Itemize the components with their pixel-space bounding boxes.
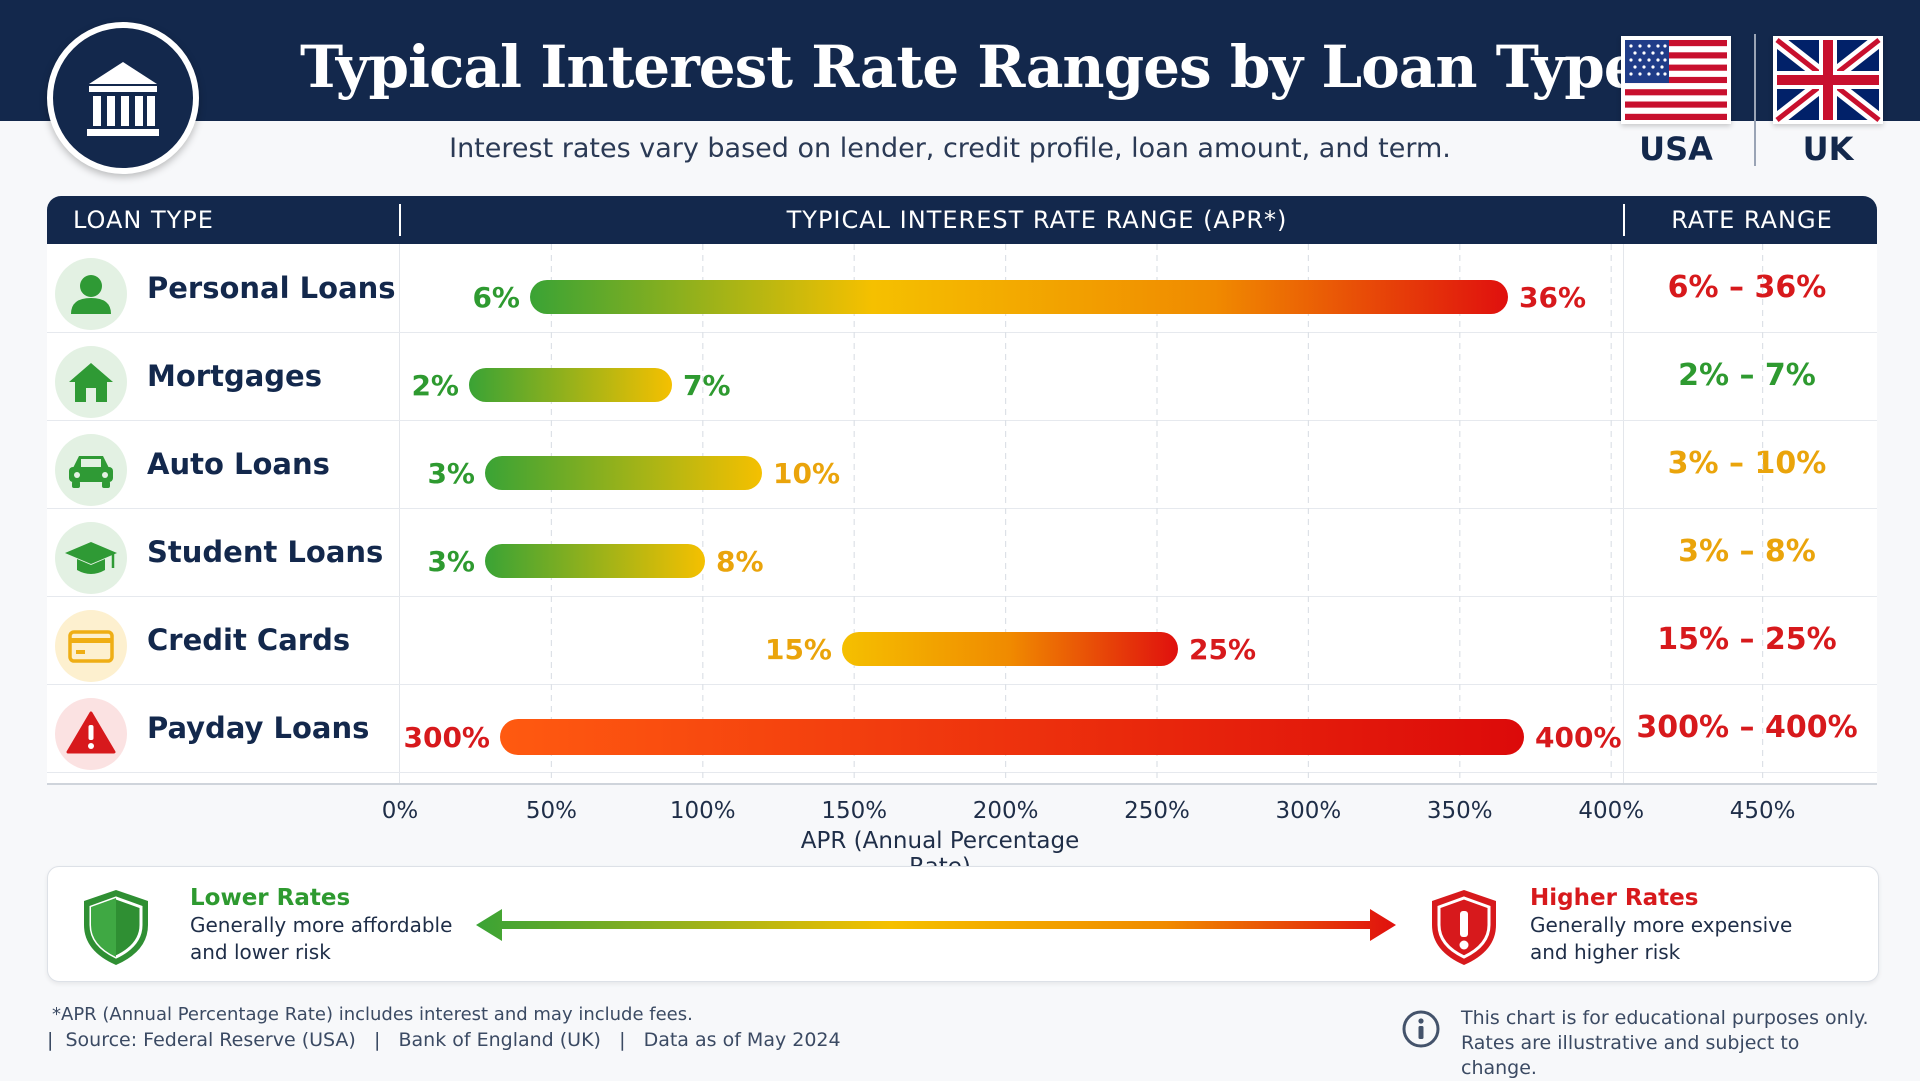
range-bar (485, 456, 762, 490)
bar-high-label: 8% (716, 545, 764, 578)
row-label: Personal Loans (147, 271, 396, 305)
bar-high-label: 400% (1535, 721, 1622, 754)
bar-low-label: 6% (472, 281, 520, 314)
rate-range-text: 2% – 7% (1678, 358, 1816, 393)
uk-flag (1772, 34, 1884, 126)
x-tick-label: 450% (1730, 798, 1796, 824)
graduation-cap-icon (65, 542, 117, 574)
column-header-loan-type: LOAN TYPE (73, 206, 214, 234)
flag-label-usa: USA (1639, 130, 1713, 168)
column-header-rate-range: RATE RANGE (1671, 206, 1833, 234)
home-icon (69, 363, 113, 402)
table-body: Personal Loans 6% – 36% Mortgages 2% – 7… (47, 244, 1877, 784)
chart-bars (469, 280, 1524, 755)
legend-high-title: Higher Rates (1530, 885, 1699, 911)
disclaimer: This chart is for educational purposes o… (1461, 1007, 1869, 1079)
row-label: Credit Cards (147, 623, 351, 657)
column-divider (1623, 244, 1624, 784)
table-row: Personal Loans 6% – 36% (47, 244, 1877, 333)
x-tick-label: 400% (1578, 798, 1644, 824)
legend-low-title: Lower Rates (190, 885, 351, 911)
table-row: Credit Cards 15% – 25% (47, 596, 1877, 685)
x-tick-label: 300% (1276, 798, 1342, 824)
row-label: Student Loans (147, 535, 384, 569)
credit-card-icon (68, 630, 114, 663)
rate-range-text: 15% – 25% (1657, 622, 1837, 657)
range-bar (842, 632, 1178, 666)
rate-range-text: 3% – 8% (1678, 534, 1816, 569)
shield-alert-icon (1432, 890, 1496, 965)
x-tick-label: 150% (821, 798, 887, 824)
column-header-rate-range-apr: TYPICAL INTEREST RATE RANGE (APR*) (786, 206, 1288, 234)
header-bar (0, 0, 1920, 121)
table-row: Student Loans 3% – 8% (47, 508, 1877, 597)
column-divider (399, 244, 400, 784)
x-axis-ticks: 0% 50% 100% 150% 200% 250% 300% 350% 400% 450% (382, 798, 1796, 824)
x-tick-label: 100% (670, 798, 736, 824)
row-icon-badge (55, 346, 127, 418)
person-icon (71, 275, 111, 314)
column-separator (1623, 204, 1625, 236)
x-tick-label: 0% (382, 798, 419, 824)
page-subtitle: Interest rates vary based on lender, cre… (449, 133, 1451, 164)
row-label: Payday Loans (147, 711, 370, 745)
bar-high-label: 36% (1519, 281, 1586, 314)
row-icon-badge (55, 258, 127, 330)
shield-check-icon (84, 890, 148, 965)
us-flag-icon (1625, 40, 1727, 120)
row-label: Mortgages (147, 359, 322, 393)
bar-low-label: 300% (403, 721, 490, 754)
bar-low-label: 15% (765, 633, 832, 666)
row-icon-badge (55, 698, 127, 770)
bank-icon (87, 62, 159, 136)
chart-value-labels: 6% 36% 2% 7% 3% 10% 3% 8% 15% 25% 300% 400% (403, 281, 1621, 754)
bank-logo (47, 22, 199, 174)
row-icon-badge (55, 610, 127, 682)
legend-high-text: Generally more expensive and higher risk (1530, 913, 1793, 964)
bar-high-label: 7% (683, 369, 731, 402)
range-bar (469, 368, 672, 402)
row-icon-badge (55, 522, 127, 594)
warning-icon (66, 711, 116, 754)
x-tick-label: 350% (1427, 798, 1493, 824)
us-flag (1621, 36, 1731, 124)
flag-divider (1754, 34, 1756, 166)
row-label: Auto Loans (147, 447, 330, 481)
row-icon-badge (55, 434, 127, 506)
bar-high-label: 10% (773, 457, 840, 490)
car-icon (69, 456, 113, 488)
rate-range-text: 6% – 36% (1667, 270, 1827, 305)
legend-low-text: Generally more affordable and lower risk (190, 913, 453, 964)
table-row: Auto Loans 3% – 10% (47, 420, 1877, 509)
double-arrow-icon (476, 909, 1396, 941)
rate-range-text: 300% – 400% (1636, 710, 1858, 745)
bar-low-label: 3% (427, 545, 475, 578)
data-sources: | Source: Federal Reserve (USA) | Bank o… (47, 1029, 841, 1051)
uk-flag-icon (1772, 34, 1884, 126)
apr-footnote: *APR (Annual Percentage Rate) includes i… (52, 1004, 693, 1025)
chart-grid (550, 244, 1764, 784)
legend: Lower Rates Generally more affordable an… (47, 866, 1879, 982)
flag-label-uk: UK (1802, 130, 1854, 168)
x-tick-label: 50% (526, 798, 577, 824)
x-tick-label: 200% (973, 798, 1039, 824)
rate-range-text: 3% – 10% (1667, 446, 1827, 481)
table-row: Payday Loans 300% – 400% (47, 684, 1877, 773)
range-bar (485, 544, 705, 578)
range-bar (530, 280, 1508, 314)
table-header: LOAN TYPE TYPICAL INTEREST RATE RANGE (A… (47, 196, 1877, 244)
x-tick-label: 250% (1124, 798, 1190, 824)
bar-high-label: 25% (1189, 633, 1256, 666)
page-title: Typical Interest Rate Ranges by Loan Typ… (300, 33, 1641, 101)
info-icon (1402, 1010, 1440, 1048)
range-bar (500, 719, 1524, 755)
table-row: Mortgages 2% – 7% (47, 332, 1877, 421)
bar-low-label: 2% (411, 369, 459, 402)
column-separator (399, 204, 401, 236)
bar-low-label: 3% (427, 457, 475, 490)
